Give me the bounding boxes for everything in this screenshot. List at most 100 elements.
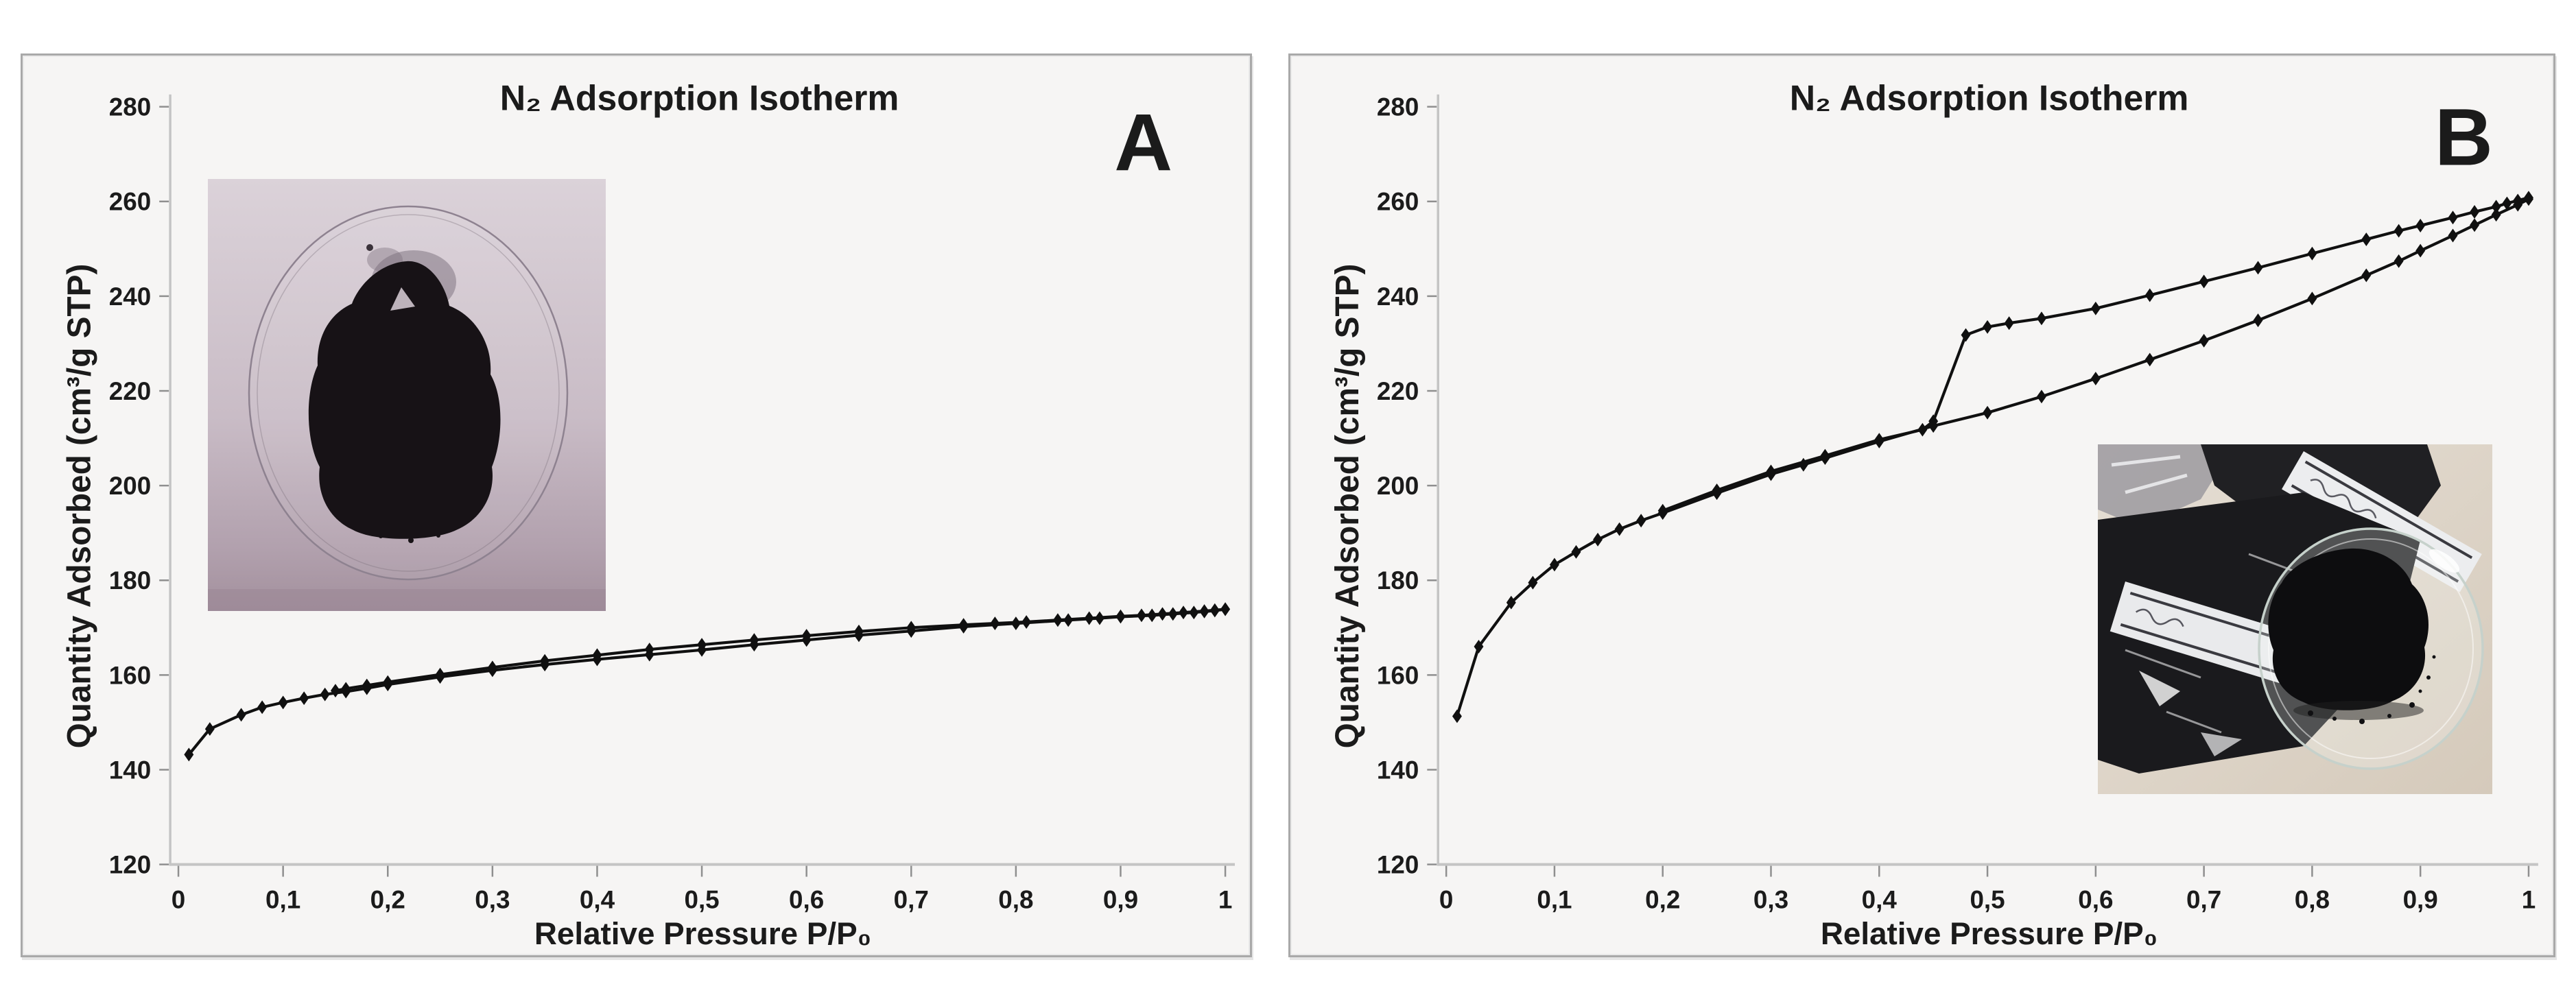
data-point-desorption <box>958 618 969 632</box>
x-tick-label: 0,9 <box>1103 885 1138 913</box>
x-tick-label: 0,7 <box>894 885 929 913</box>
data-point-adsorption <box>1614 522 1624 536</box>
data-point-desorption <box>1928 414 1939 429</box>
data-point-desorption <box>2415 219 2426 232</box>
panel-b: 120 140 160 180 200 220 240 260 280 0 0,1 0,2 0,3 0,4… <box>1288 53 2555 957</box>
x-tick-label: 0,1 <box>1537 885 1572 913</box>
data-point-adsorption <box>2036 389 2046 404</box>
y-tick-label: 260 <box>1377 188 1419 216</box>
data-point-desorption <box>1179 606 1189 620</box>
x-tick-label: 0,8 <box>2295 885 2330 913</box>
data-point-desorption <box>341 682 351 696</box>
y-tick-label: 280 <box>1377 93 1419 121</box>
y-tick-label: 180 <box>109 566 151 595</box>
data-point-desorption <box>2523 191 2533 205</box>
data-point-adsorption <box>1452 709 1462 723</box>
bag-glint <box>2201 732 2242 756</box>
sample-photo-powder-watch-glass <box>208 179 606 611</box>
data-point-desorption <box>1712 483 1722 497</box>
plot-area-b: 120 140 160 180 200 220 240 260 280 0 0,1 0,2 0,3 0,4… <box>1377 93 2538 913</box>
data-point-adsorption <box>204 722 215 736</box>
data-point-desorption <box>540 654 550 668</box>
powder-speck <box>366 244 373 251</box>
x-tick-label: 0,6 <box>2078 885 2113 913</box>
y-tick-label: 240 <box>1377 283 1419 311</box>
y-tick-label: 120 <box>1377 851 1419 879</box>
powder-speck <box>2426 675 2431 680</box>
data-point-adsorption <box>1983 405 1993 420</box>
data-point-desorption <box>2470 205 2480 219</box>
y-tick-label: 160 <box>1377 661 1419 689</box>
series-desorption-line <box>335 608 1226 693</box>
data-point-desorption <box>2036 311 2046 326</box>
x-tick-label: 0,6 <box>789 885 824 913</box>
powder-speck <box>2432 655 2436 659</box>
data-point-desorption <box>330 684 340 698</box>
data-point-desorption <box>1199 604 1209 619</box>
x-tick-label: 0,3 <box>475 885 510 913</box>
powder-highlight-notch <box>390 287 415 311</box>
powder-heap <box>2268 548 2429 710</box>
data-point-desorption <box>2307 246 2317 261</box>
y-tick-label: 180 <box>1377 566 1419 595</box>
data-point-adsorption <box>1506 595 1516 610</box>
powder-heap <box>308 261 501 539</box>
data-point-desorption <box>362 678 372 693</box>
data-point-adsorption <box>2394 254 2404 268</box>
data-point-desorption <box>1657 503 1668 518</box>
chart-title-b: N₂ Adsorption Isotherm <box>1790 78 2189 118</box>
powder-speck <box>2409 702 2415 708</box>
data-point-desorption <box>1021 615 1032 629</box>
data-point-desorption <box>1874 433 1884 447</box>
sample-photo-bags-watch-glass <box>2098 444 2492 794</box>
data-point-desorption <box>2394 224 2404 238</box>
powder-speck <box>2359 719 2365 724</box>
powder-speck <box>379 534 383 538</box>
y-tick-label: 200 <box>109 472 151 500</box>
data-point-desorption <box>2144 288 2155 302</box>
x-axis-label-b: Relative Pressure P/P₀ <box>1821 916 2158 951</box>
data-point-desorption <box>1220 602 1231 616</box>
y-tick-label: 120 <box>109 851 151 879</box>
x-tick-label: 0,4 <box>1862 885 1898 913</box>
x-tick-label: 0,8 <box>998 885 1033 913</box>
x-tick-label: 0,2 <box>370 885 405 913</box>
data-point-desorption <box>2090 301 2101 315</box>
y-tick-label: 200 <box>1377 472 1419 500</box>
data-point-desorption <box>487 660 497 675</box>
glass-glint <box>2429 549 2460 573</box>
data-point-adsorption <box>1593 532 1603 547</box>
chart-a: 120 140 160 180 200 220 240 260 280 0 0,1 0,2 0,3 0,4… <box>62 78 1236 951</box>
powder-speck <box>2332 717 2337 721</box>
x-tick-label: 0,4 <box>580 885 615 913</box>
data-point-desorption <box>1157 607 1168 621</box>
x-tick-label: 0,5 <box>684 885 719 913</box>
data-point-adsorption <box>2144 352 2155 367</box>
data-point-desorption <box>2199 274 2209 289</box>
data-point-desorption <box>2004 316 2014 331</box>
data-point-adsorption <box>2448 228 2458 243</box>
data-point-desorption <box>2491 200 2501 214</box>
y-tick-label: 220 <box>109 377 151 405</box>
series-adsorption-line <box>187 608 1226 756</box>
data-point-desorption <box>990 616 1000 631</box>
plastic-highlight <box>2111 455 2188 494</box>
data-point-adsorption <box>2253 313 2263 328</box>
y-axis-label-a: Quantity Adsorbed (cm³/g STP) <box>62 264 98 749</box>
data-point-adsorption <box>236 708 246 722</box>
data-point-desorption <box>1917 422 1928 437</box>
data-point-adsorption <box>2199 333 2209 348</box>
x-tick-label: 0,3 <box>1753 885 1788 913</box>
data-point-desorption <box>435 667 445 682</box>
data-point-desorption <box>1209 603 1220 617</box>
data-point-adsorption <box>1474 639 1484 654</box>
data-point-adsorption <box>2090 372 2101 386</box>
chart-b: 120 140 160 180 200 220 240 260 280 0 0,1 0,2 0,3 0,4… <box>1330 78 2538 951</box>
y-tick-label: 160 <box>109 661 151 689</box>
data-point-adsorption <box>1571 544 1581 559</box>
x-tick-label: 0,5 <box>1970 885 2005 913</box>
y-tick-label: 140 <box>109 756 151 784</box>
data-point-adsorption <box>299 691 309 706</box>
powder-speck <box>2418 689 2422 693</box>
